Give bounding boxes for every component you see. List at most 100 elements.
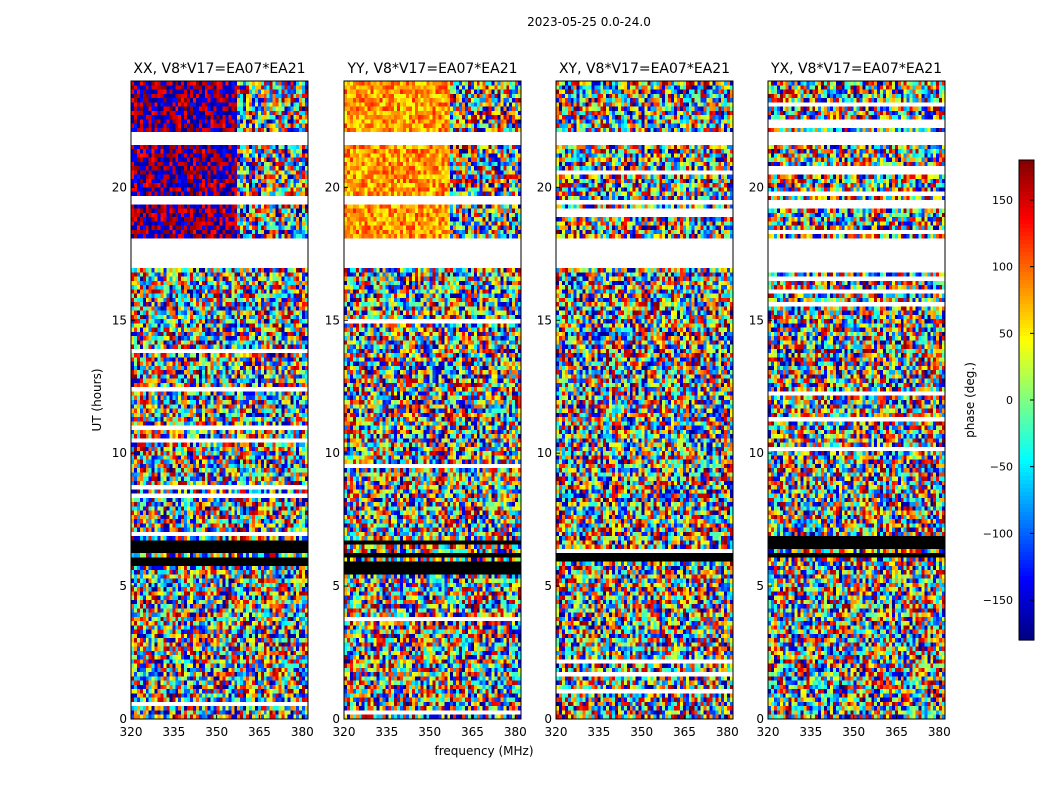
colorbar-segment: [1019, 480, 1034, 485]
x-tick-label: 320: [120, 725, 143, 739]
y-tick-label: 5: [544, 579, 552, 593]
colorbar-segment: [1019, 468, 1034, 473]
colorbar-segment: [1019, 288, 1034, 293]
colorbar: 150 100 50 0 −50 −100 −150: [983, 159, 1035, 641]
colorbar-segment: [1019, 280, 1034, 285]
panel-yx: YX, V8*V17=EA07*EA21 320 335 350 365 380 0 5 10 1…: [749, 61, 951, 739]
colorbar-segment: [1019, 628, 1034, 633]
colorbar-segment: [1019, 484, 1034, 489]
colorbar-segment: [1019, 460, 1034, 465]
colorbar-segment: [1019, 188, 1034, 193]
colorbar-segment: [1019, 300, 1034, 305]
colorbar-segment: [1019, 600, 1034, 605]
colorbar-segment: [1019, 364, 1034, 369]
x-tick-label: 380: [928, 725, 951, 739]
panel-title: YX, V8*V17=EA07*EA21: [770, 61, 942, 77]
panel-title: XX, V8*V17=EA07*EA21: [133, 61, 305, 77]
colorbar-segment: [1019, 588, 1034, 593]
colorbar-segment: [1019, 176, 1034, 181]
colorbar-segment: [1019, 372, 1034, 377]
y-tick-label: 10: [749, 446, 764, 460]
colorbar-segment: [1019, 476, 1034, 481]
phase-raster-xy: [556, 81, 733, 719]
colorbar-segment: [1019, 604, 1034, 609]
colorbar-tick-label: −100: [983, 527, 1013, 540]
x-tick-label: 350: [630, 725, 653, 739]
x-tick-label: 365: [461, 725, 484, 739]
colorbar-segment: [1019, 220, 1034, 225]
colorbar-segment: [1019, 552, 1034, 557]
colorbar-segment: [1019, 592, 1034, 597]
y-tick-label: 0: [332, 712, 340, 726]
colorbar-segment: [1019, 344, 1034, 349]
colorbar-segment: [1019, 436, 1034, 441]
x-tick-label: 335: [162, 725, 185, 739]
colorbar-segment: [1019, 180, 1034, 185]
colorbar-segment: [1019, 228, 1034, 233]
colorbar-segment: [1019, 596, 1034, 601]
colorbar-segment: [1019, 512, 1034, 517]
y-tick-label: 20: [325, 180, 340, 194]
colorbar-segment: [1019, 356, 1034, 361]
x-tick-label: 335: [375, 725, 398, 739]
x-tick-label: 380: [291, 725, 314, 739]
x-tick-label: 335: [587, 725, 610, 739]
colorbar-segment: [1019, 580, 1034, 585]
colorbar-segment: [1019, 516, 1034, 521]
colorbar-segment: [1019, 240, 1034, 245]
y-tick-label: 15: [537, 313, 552, 327]
colorbar-segment: [1019, 452, 1034, 457]
colorbar-segment: [1019, 168, 1034, 173]
x-tick-label: 380: [716, 725, 739, 739]
panel-title: YY, V8*V17=EA07*EA21: [346, 61, 517, 77]
x-tick-label: 350: [842, 725, 865, 739]
panels-group: XX, V8*V17=EA07*EA21 320 335 350 365 380 0 5 10 1…: [112, 61, 951, 739]
colorbar-segment: [1019, 376, 1034, 381]
colorbar-segment: [1019, 488, 1034, 493]
colorbar-segment: [1019, 400, 1034, 405]
y-tick-label: 0: [756, 712, 764, 726]
colorbar-segment: [1019, 332, 1034, 337]
colorbar-segment: [1019, 412, 1034, 417]
colorbar-segment: [1019, 196, 1034, 201]
colorbar-segment: [1019, 216, 1034, 221]
colorbar-segment: [1019, 164, 1034, 169]
colorbar-segment: [1019, 276, 1034, 281]
colorbar-segment: [1019, 324, 1034, 329]
colorbar-segment: [1019, 304, 1034, 309]
panel-xx: XX, V8*V17=EA07*EA21 320 335 350 365 380 0 5 10 1…: [112, 61, 314, 739]
colorbar-segment: [1019, 388, 1034, 393]
x-tick-label: 320: [545, 725, 568, 739]
colorbar-segment: [1019, 248, 1034, 253]
x-tick-label: 320: [757, 725, 780, 739]
colorbar-segment: [1019, 396, 1034, 401]
colorbar-segment: [1019, 636, 1034, 641]
colorbar-segment: [1019, 408, 1034, 413]
y-tick-label: 10: [537, 446, 552, 460]
colorbar-segment: [1019, 540, 1034, 545]
colorbar-segment: [1019, 172, 1034, 177]
colorbar-segment: [1019, 448, 1034, 453]
colorbar-segment: [1019, 368, 1034, 373]
colorbar-segment: [1019, 212, 1034, 217]
colorbar-segment: [1019, 416, 1034, 421]
colorbar-segment: [1019, 296, 1034, 301]
x-tick-label: 350: [205, 725, 228, 739]
colorbar-segment: [1019, 224, 1034, 229]
colorbar-segment: [1019, 456, 1034, 461]
colorbar-segment: [1019, 564, 1034, 569]
colorbar-tick-label: −50: [990, 461, 1013, 474]
colorbar-segment: [1019, 524, 1034, 529]
colorbar-segment: [1019, 544, 1034, 549]
y-tick-label: 20: [112, 180, 127, 194]
colorbar-segment: [1019, 352, 1034, 357]
colorbar-segment: [1019, 572, 1034, 577]
colorbar-tick-label: 50: [999, 327, 1013, 340]
colorbar-segment: [1019, 420, 1034, 425]
colorbar-segment: [1019, 284, 1034, 289]
colorbar-segment: [1019, 612, 1034, 617]
phase-raster-yx: [768, 81, 945, 719]
x-tick-label: 350: [418, 725, 441, 739]
colorbar-segment: [1019, 236, 1034, 241]
